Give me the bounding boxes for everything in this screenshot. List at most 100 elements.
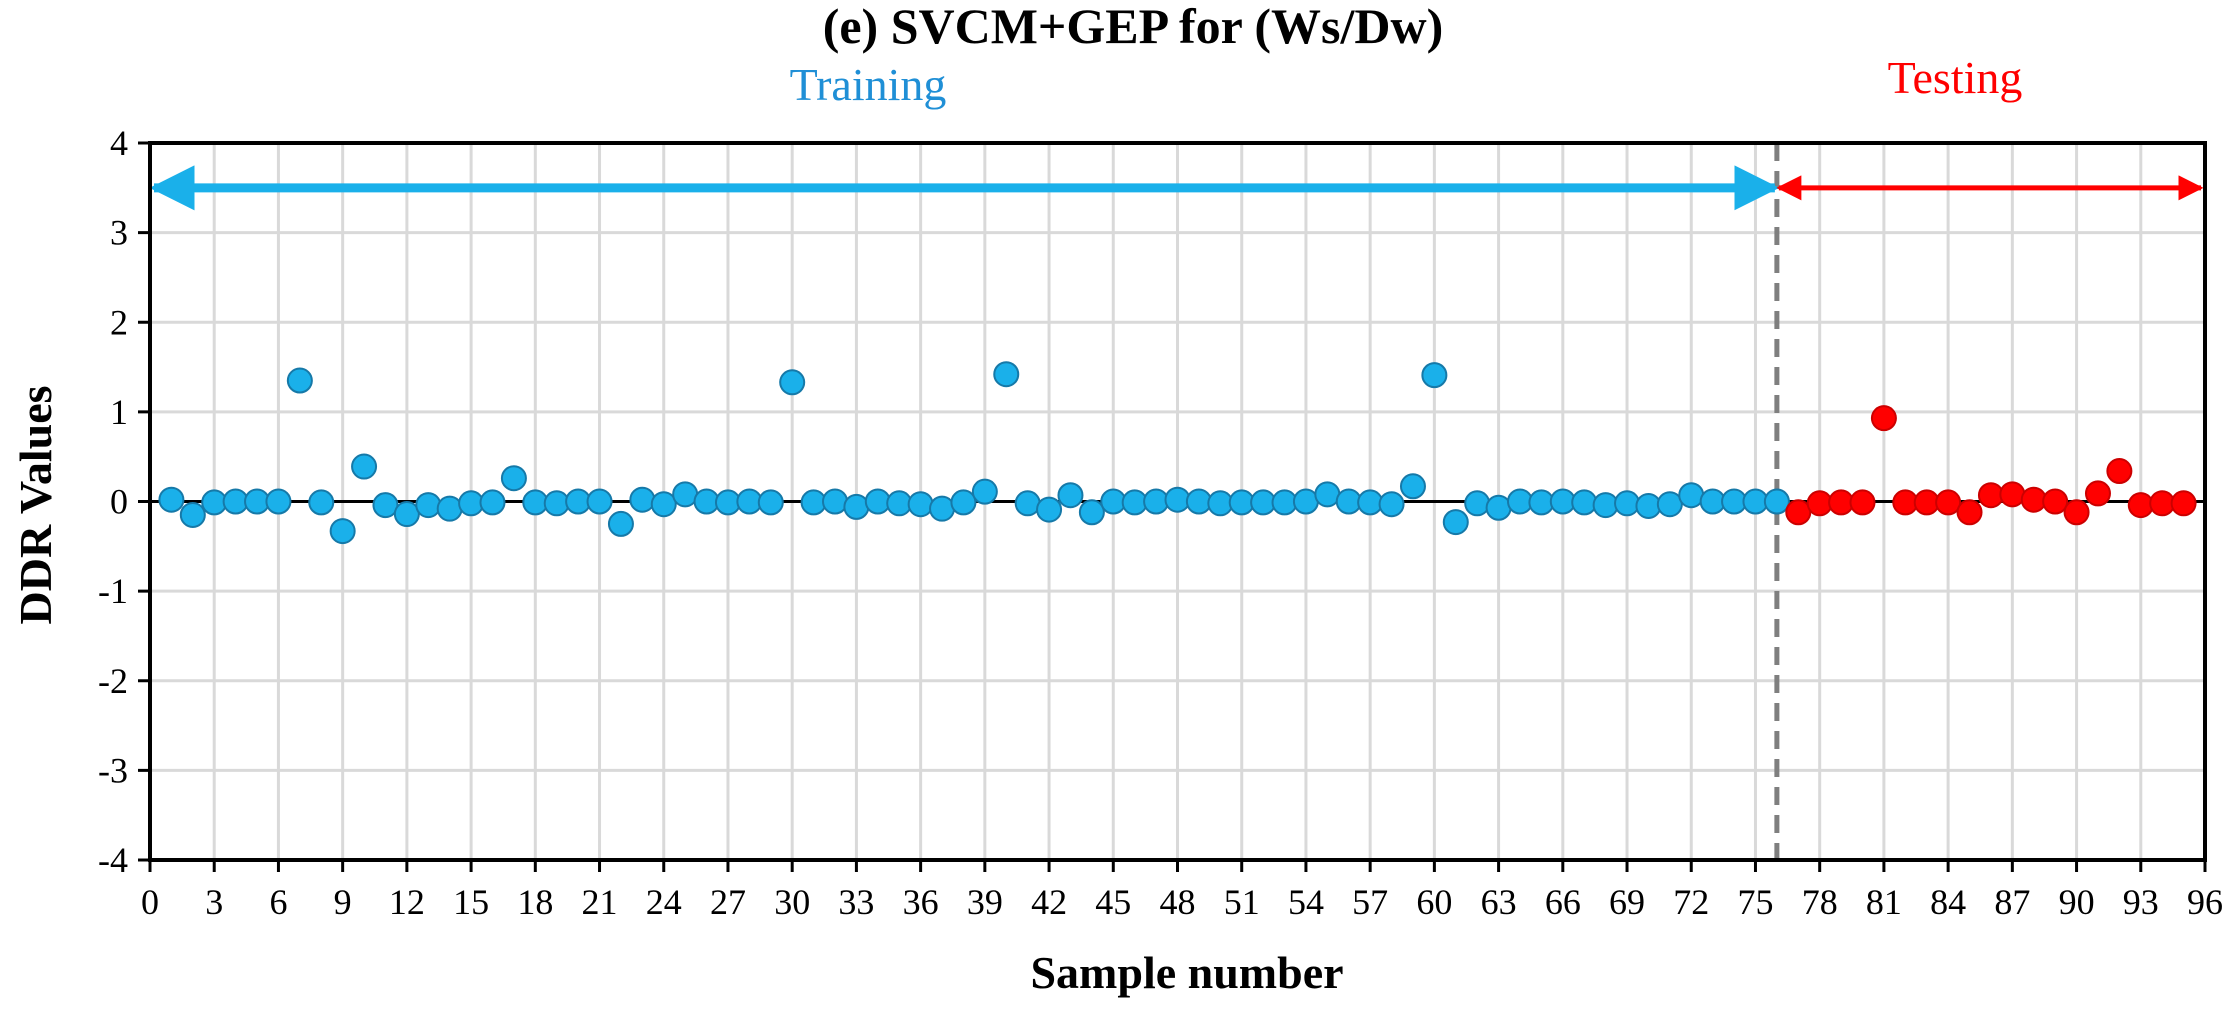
testing-point	[1828, 489, 1855, 516]
testing-region-label: Testing	[1888, 52, 2023, 103]
training-point	[393, 501, 420, 528]
testing-point	[1892, 489, 1919, 516]
x-tick-label: 24	[646, 882, 682, 922]
testing-point	[2149, 490, 2176, 517]
testing-point	[1956, 499, 1983, 526]
training-region-label: Training	[790, 59, 947, 110]
training-point	[1036, 496, 1063, 523]
training-point	[1656, 491, 1683, 518]
x-tick-label: 54	[1288, 882, 1324, 922]
training-point	[672, 481, 699, 508]
training-point	[1357, 489, 1384, 516]
training-point	[1592, 492, 1619, 519]
testing-point	[1999, 481, 2026, 508]
training-point	[458, 490, 485, 517]
y-tick-label: -2	[98, 661, 128, 701]
training-point	[308, 489, 335, 516]
x-tick-label: 48	[1160, 882, 1196, 922]
training-point	[929, 495, 956, 522]
training-point	[907, 491, 934, 518]
y-tick-labels: -4 -3 -2 -1 0 1 2 3 4	[98, 123, 150, 880]
x-tick-label: 90	[2059, 882, 2095, 922]
x-tick-label: 18	[517, 882, 553, 922]
training-point	[1635, 492, 1662, 519]
training-point	[629, 486, 656, 513]
training-point	[843, 493, 870, 520]
x-tick-label: 15	[453, 882, 489, 922]
training-point	[1057, 482, 1084, 509]
x-tick-label: 87	[1994, 882, 2030, 922]
training-point	[1164, 486, 1191, 513]
training-point	[543, 490, 570, 517]
x-tick-label: 72	[1673, 882, 1709, 922]
training-point	[886, 490, 913, 517]
training-point	[179, 501, 206, 528]
x-tick-label: 33	[838, 882, 874, 922]
training-point	[351, 453, 378, 480]
testing-point	[1785, 499, 1812, 526]
x-tick-label: 66	[1545, 882, 1581, 922]
x-tick-label: 39	[967, 882, 1003, 922]
testing-point	[2127, 492, 2154, 519]
testing-point	[1870, 405, 1897, 432]
training-point	[971, 478, 998, 505]
x-tick-label: 81	[1866, 882, 1902, 922]
testing-point	[2170, 490, 2197, 517]
training-point	[1143, 488, 1170, 515]
y-tick-label: -1	[98, 571, 128, 611]
training-point	[479, 489, 506, 516]
y-tick-label: 3	[110, 213, 128, 253]
testing-point	[1806, 490, 1833, 517]
training-point	[1014, 490, 1041, 517]
training-point	[1250, 489, 1277, 516]
training-point	[714, 489, 741, 516]
testing-point	[2042, 488, 2069, 515]
training-point	[779, 369, 806, 396]
y-tick-label: 1	[110, 392, 128, 432]
training-point	[1528, 489, 1555, 516]
training-point	[1721, 488, 1748, 515]
x-tick-label: 63	[1481, 882, 1517, 922]
chart-title: (e) SVCM+GEP for (Ws/Dw)	[823, 0, 1444, 54]
training-point	[415, 492, 442, 519]
y-axis-title: DDR Values	[10, 385, 61, 624]
training-point	[1485, 494, 1512, 521]
testing-point	[2063, 499, 2090, 526]
x-tick-label: 27	[710, 882, 746, 922]
x-tick-label: 96	[2187, 882, 2223, 922]
training-point	[1271, 489, 1298, 516]
training-point	[329, 518, 356, 545]
x-tick-label: 45	[1095, 882, 1131, 922]
training-point	[1464, 490, 1491, 517]
training-point	[1314, 481, 1341, 508]
training-point	[1399, 473, 1426, 500]
training-point	[244, 488, 271, 515]
training-point	[372, 492, 399, 519]
y-tick-label: 2	[110, 302, 128, 342]
x-tick-label: 57	[1352, 882, 1388, 922]
training-point	[1185, 488, 1212, 515]
x-tick-label: 42	[1031, 882, 1067, 922]
x-tick-label: 60	[1416, 882, 1452, 922]
training-point	[1292, 488, 1319, 515]
x-tick-label: 75	[1737, 882, 1773, 922]
training-point	[1507, 488, 1533, 515]
x-tick-label: 3	[205, 882, 223, 922]
training-point	[800, 489, 827, 516]
training-point	[1078, 499, 1105, 526]
training-point	[693, 488, 720, 515]
x-tick-label: 93	[2123, 882, 2159, 922]
training-point	[1228, 489, 1255, 516]
training-point	[286, 367, 313, 394]
testing-point	[1935, 489, 1962, 516]
x-tick-label: 9	[334, 882, 352, 922]
testing-point	[1977, 482, 2004, 509]
training-point	[1421, 362, 1448, 389]
training-point	[1742, 488, 1769, 515]
x-tick-label: 84	[1930, 882, 1966, 922]
training-point	[950, 489, 977, 516]
training-point	[1678, 482, 1705, 509]
data-points	[158, 361, 2197, 545]
